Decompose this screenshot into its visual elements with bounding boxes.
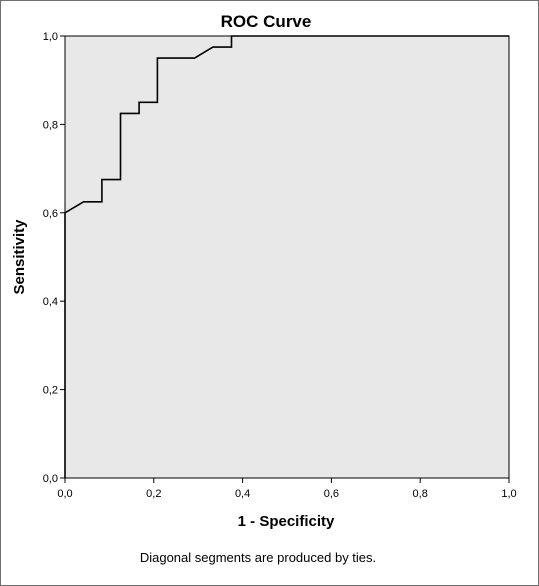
x-tick-label: 0,4 [235, 488, 250, 500]
y-tick-label: 0,0 [43, 473, 58, 485]
y-tick-label: 0,8 [43, 119, 58, 131]
y-tick-label: 0,6 [43, 208, 58, 220]
y-tick-label: 0,2 [43, 385, 58, 397]
plot-area [64, 35, 510, 479]
x-tick-label: 1,0 [501, 488, 516, 500]
y-tick-label: 0,4 [43, 296, 58, 308]
x-tick-label: 0,0 [57, 488, 72, 500]
x-tick-label: 0,2 [146, 488, 161, 500]
y-tick-label: 1,0 [43, 31, 58, 43]
roc-curve-line [64, 35, 509, 478]
chart-footnote: Diagonal segments are produced by ties. [140, 550, 376, 565]
chart-title: ROC Curve [221, 12, 312, 31]
y-axis-label: Sensitivity [11, 219, 28, 295]
x-axis: 0,0 0,2 0,4 0,6 0,8 1,0 [57, 478, 517, 500]
y-axis: 0,0 0,2 0,4 0,6 0,8 1,0 [43, 31, 65, 485]
x-tick-label: 0,8 [413, 488, 428, 500]
x-axis-label: 1 - Specificity [238, 513, 335, 530]
x-tick-label: 0,6 [324, 488, 339, 500]
